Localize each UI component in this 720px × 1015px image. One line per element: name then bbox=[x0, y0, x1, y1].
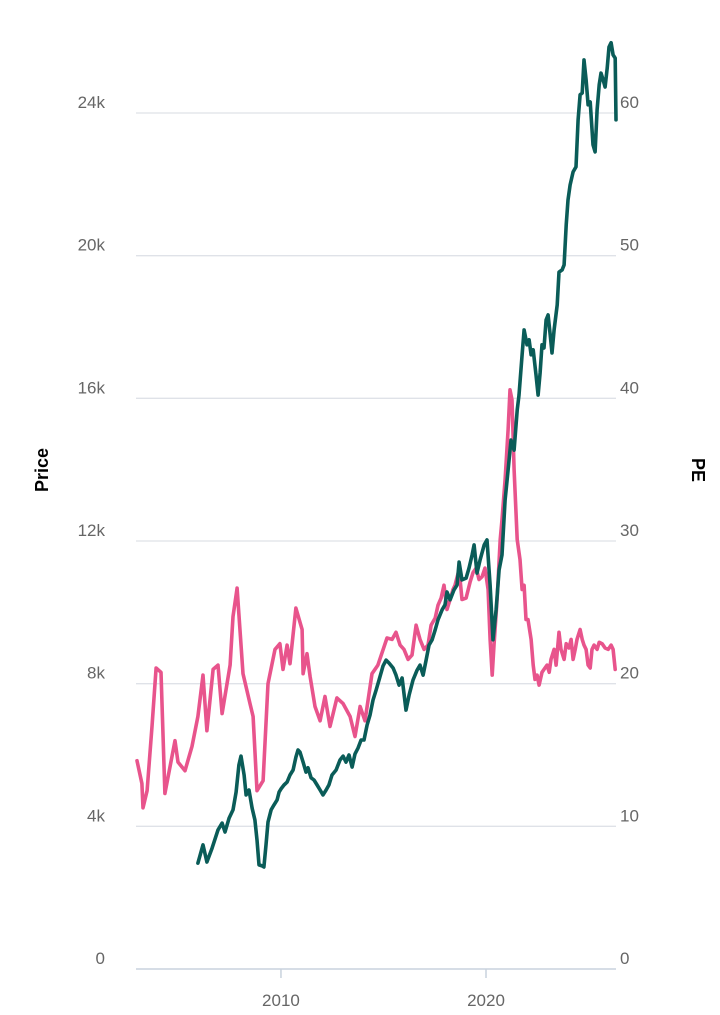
x-axis: 2010 2020 bbox=[136, 968, 616, 1010]
left-tick-label: 8k bbox=[87, 664, 105, 683]
left-axis-title: Price bbox=[32, 448, 52, 492]
right-y-axis-ticks: 0 10 20 30 40 50 60 bbox=[620, 93, 639, 968]
right-axis-title: PE bbox=[688, 458, 708, 482]
left-tick-label: 0 bbox=[96, 949, 105, 968]
right-tick-label: 60 bbox=[620, 93, 639, 112]
right-tick-label: 0 bbox=[620, 949, 629, 968]
x-tick-label: 2010 bbox=[262, 991, 300, 1010]
left-tick-label: 24k bbox=[78, 93, 106, 112]
left-y-axis-ticks: 0 4k 8k 12k 16k 20k 24k bbox=[78, 93, 106, 968]
right-tick-label: 20 bbox=[620, 664, 639, 683]
right-tick-label: 30 bbox=[620, 521, 639, 540]
gridlines bbox=[136, 112, 616, 827]
pe-series-line bbox=[135, 388, 617, 810]
left-tick-label: 4k bbox=[87, 806, 105, 825]
left-tick-label: 20k bbox=[78, 236, 106, 255]
x-tick-label: 2020 bbox=[467, 991, 505, 1010]
right-tick-label: 50 bbox=[620, 236, 639, 255]
right-tick-label: 10 bbox=[620, 806, 639, 825]
right-tick-label: 40 bbox=[620, 378, 639, 397]
left-tick-label: 16k bbox=[78, 378, 106, 397]
series-lines bbox=[135, 40, 618, 869]
price-series-line bbox=[196, 40, 618, 869]
left-tick-label: 12k bbox=[78, 521, 106, 540]
